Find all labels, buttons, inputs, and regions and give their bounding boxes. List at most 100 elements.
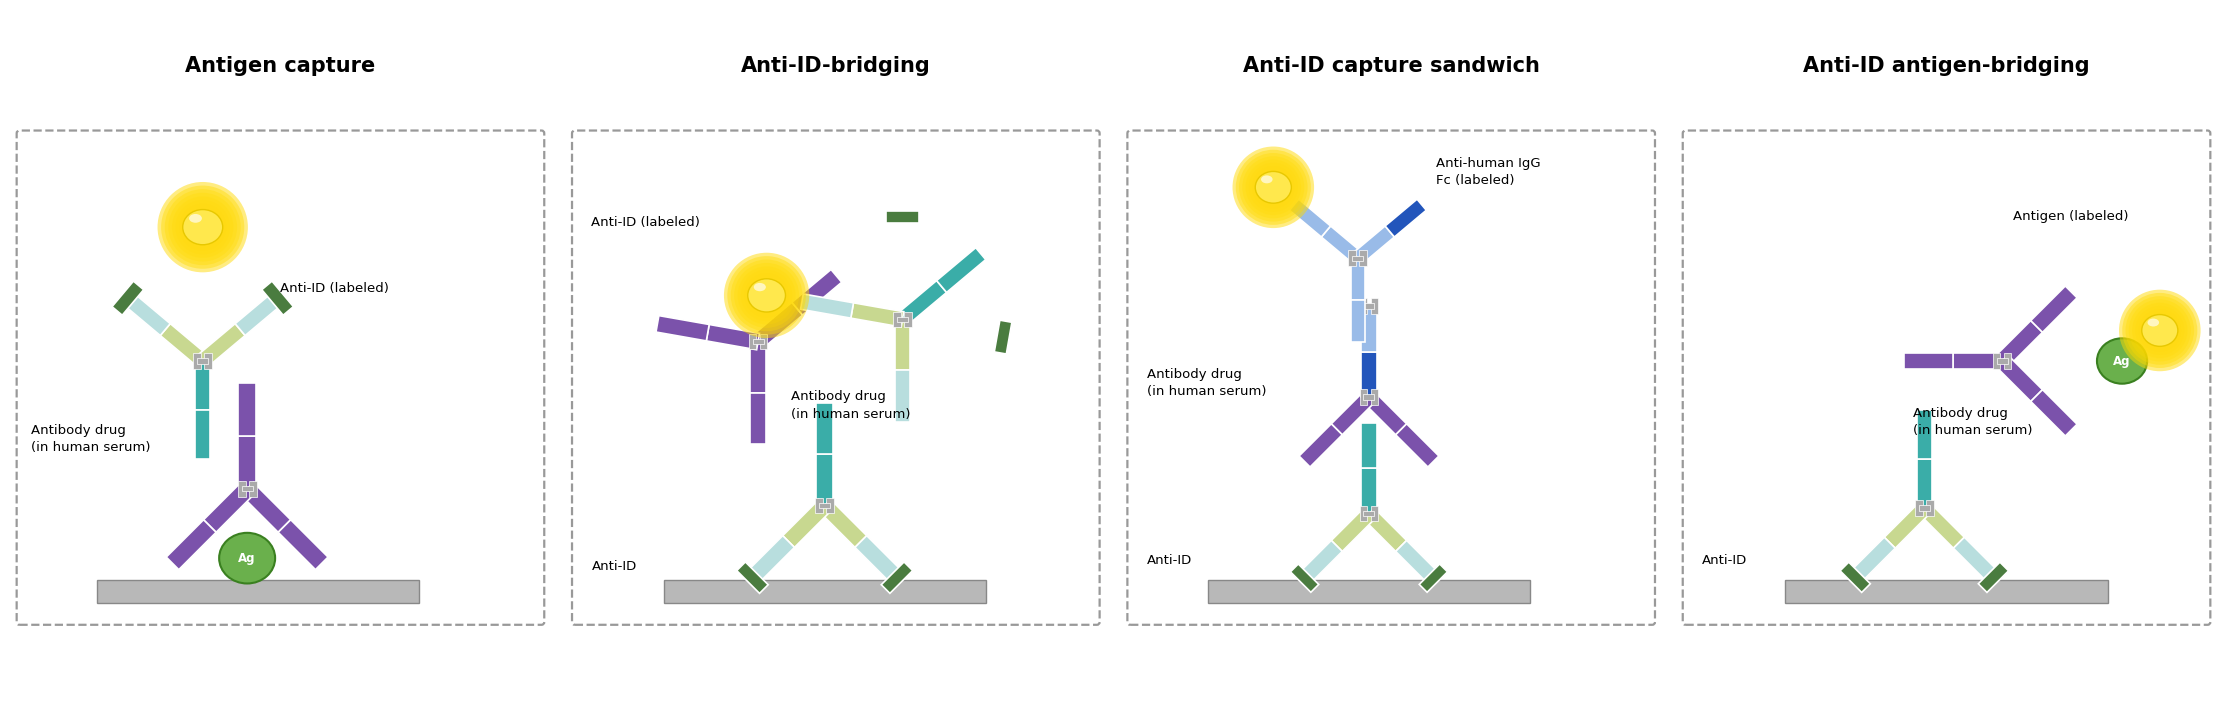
Polygon shape <box>263 281 294 316</box>
Polygon shape <box>196 361 212 410</box>
Polygon shape <box>194 353 200 369</box>
Ellipse shape <box>176 200 229 254</box>
Ellipse shape <box>158 182 247 272</box>
Polygon shape <box>1350 251 1356 266</box>
Polygon shape <box>238 383 256 436</box>
Polygon shape <box>243 486 252 492</box>
Ellipse shape <box>2131 303 2187 358</box>
Ellipse shape <box>2129 300 2191 362</box>
Polygon shape <box>706 324 759 349</box>
Polygon shape <box>815 497 824 513</box>
Polygon shape <box>820 500 866 547</box>
Ellipse shape <box>189 214 203 223</box>
Title: Anti-ID antigen-bridging: Anti-ID antigen-bridging <box>1804 56 2089 77</box>
Ellipse shape <box>724 253 808 338</box>
Polygon shape <box>238 436 256 489</box>
Polygon shape <box>799 294 853 318</box>
Polygon shape <box>1361 422 1376 468</box>
Polygon shape <box>895 370 911 422</box>
Polygon shape <box>1993 353 2000 369</box>
Polygon shape <box>1363 511 1374 516</box>
Polygon shape <box>904 312 911 327</box>
Ellipse shape <box>1243 156 1305 218</box>
Polygon shape <box>98 580 419 603</box>
Ellipse shape <box>169 193 236 261</box>
Ellipse shape <box>753 283 766 291</box>
Polygon shape <box>1289 564 1318 592</box>
Ellipse shape <box>742 270 793 321</box>
Ellipse shape <box>2136 306 2185 355</box>
Text: Ag: Ag <box>238 552 256 565</box>
Polygon shape <box>782 500 831 547</box>
Polygon shape <box>1289 199 1330 237</box>
Polygon shape <box>759 334 768 349</box>
Ellipse shape <box>1252 166 1294 209</box>
Polygon shape <box>750 393 766 444</box>
Polygon shape <box>1396 541 1439 583</box>
Polygon shape <box>2004 353 2011 369</box>
Polygon shape <box>1917 410 1933 459</box>
Polygon shape <box>893 312 902 327</box>
Polygon shape <box>2031 390 2078 436</box>
Ellipse shape <box>1238 153 1307 222</box>
Ellipse shape <box>1249 162 1298 212</box>
Polygon shape <box>1321 226 1363 264</box>
Ellipse shape <box>1245 160 1301 215</box>
Text: Anti-ID: Anti-ID <box>1147 554 1191 567</box>
Polygon shape <box>753 303 802 348</box>
Polygon shape <box>664 580 987 603</box>
Polygon shape <box>278 520 327 570</box>
Ellipse shape <box>2120 290 2200 371</box>
Text: Antibody drug
(in human serum): Antibody drug (in human serum) <box>1913 406 2033 438</box>
Polygon shape <box>205 353 212 369</box>
Polygon shape <box>993 320 1011 354</box>
Polygon shape <box>938 248 987 292</box>
Polygon shape <box>737 562 768 593</box>
Polygon shape <box>203 482 254 532</box>
Ellipse shape <box>1260 175 1272 183</box>
Polygon shape <box>750 342 766 393</box>
Text: Ag: Ag <box>2113 355 2131 367</box>
Polygon shape <box>1361 468 1376 514</box>
Polygon shape <box>1920 503 1964 548</box>
Polygon shape <box>1915 500 1922 516</box>
Polygon shape <box>1904 352 1953 370</box>
Ellipse shape <box>1256 171 1292 203</box>
Polygon shape <box>882 562 913 593</box>
Polygon shape <box>1370 298 1379 314</box>
Polygon shape <box>1298 541 1343 583</box>
Ellipse shape <box>160 186 245 269</box>
Polygon shape <box>657 316 708 341</box>
Polygon shape <box>1350 300 1365 342</box>
Ellipse shape <box>2098 339 2147 383</box>
Polygon shape <box>1363 394 1374 400</box>
Polygon shape <box>886 211 918 223</box>
Ellipse shape <box>165 189 241 265</box>
Polygon shape <box>1332 391 1374 435</box>
Polygon shape <box>855 536 902 583</box>
Ellipse shape <box>2125 296 2194 365</box>
Text: Antibody drug
(in human serum): Antibody drug (in human serum) <box>791 390 911 421</box>
Polygon shape <box>1370 389 1379 405</box>
Polygon shape <box>820 503 831 508</box>
Polygon shape <box>1953 537 2000 583</box>
Polygon shape <box>249 481 256 497</box>
Polygon shape <box>1358 506 1367 521</box>
Polygon shape <box>1786 580 2107 603</box>
Polygon shape <box>167 520 216 570</box>
Ellipse shape <box>2138 309 2180 352</box>
Polygon shape <box>1419 564 1448 592</box>
Polygon shape <box>111 281 145 316</box>
Polygon shape <box>241 482 292 532</box>
Polygon shape <box>1298 424 1343 467</box>
Text: Antibody drug
(in human serum): Antibody drug (in human serum) <box>1147 368 1267 399</box>
Polygon shape <box>897 281 946 326</box>
Polygon shape <box>817 403 833 454</box>
Polygon shape <box>1358 298 1367 314</box>
Ellipse shape <box>728 256 806 335</box>
Ellipse shape <box>171 196 234 258</box>
Text: Anti-ID: Anti-ID <box>1701 554 1748 567</box>
Text: Anti-ID: Anti-ID <box>592 560 637 573</box>
Ellipse shape <box>748 279 786 312</box>
Text: Antibody drug
(in human serum): Antibody drug (in human serum) <box>31 424 149 454</box>
